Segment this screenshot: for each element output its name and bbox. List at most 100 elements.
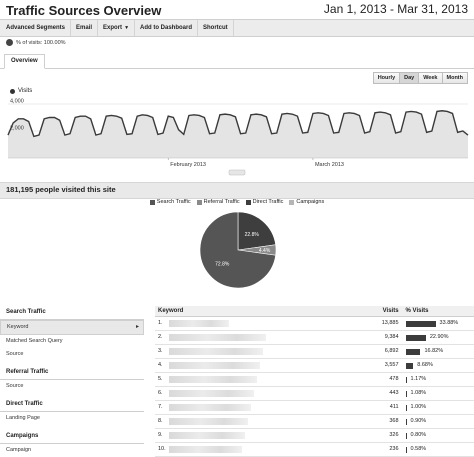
visits-cell: 478 — [389, 376, 399, 382]
keyword-cell[interactable]: 7. — [155, 401, 361, 414]
table-row[interactable]: 10. 236 0.58% — [155, 443, 474, 457]
x-tick-label: March 2013 — [315, 162, 344, 168]
sidebar-item-keyword[interactable]: Keyword — [0, 320, 144, 335]
redacted-keyword — [169, 418, 248, 425]
legend-swatch — [196, 199, 202, 205]
visits-cell: 411 — [389, 404, 399, 410]
pct-value: 0.90% — [410, 418, 427, 424]
sidebar-item-source[interactable]: Source — [6, 351, 24, 357]
redacted-keyword — [169, 362, 260, 369]
shortcut-button[interactable]: Shortcut — [198, 20, 234, 36]
granularity-week-button[interactable]: Week — [418, 72, 443, 84]
redacted-keyword — [169, 446, 242, 453]
pct-bar — [405, 376, 407, 383]
pct-bar — [405, 418, 407, 425]
table-row[interactable]: 3. 6,892 16.82% — [155, 345, 474, 359]
tab-overview[interactable]: Overview — [4, 54, 45, 69]
visits-cell: 6,892 — [384, 348, 399, 354]
granularity-day-button[interactable]: Day — [399, 72, 420, 84]
pie-slice-label: 4.4% — [259, 248, 271, 254]
pie-legend-item[interactable]: Campaigns — [289, 199, 324, 205]
table-row[interactable]: 5. 478 1.17% — [155, 373, 474, 387]
export-label: Export — [103, 25, 123, 31]
export-button[interactable]: Export ▼ — [98, 20, 136, 36]
keyword-cell[interactable]: 4. — [155, 359, 361, 372]
column-header-pct-visits[interactable]: % Visits — [405, 308, 429, 314]
sidebar-item-landing-page[interactable]: Landing Page — [6, 415, 40, 421]
table-row[interactable]: 8. 368 0.90% — [155, 415, 474, 429]
summary-bar: 181,195 people visited this site — [0, 182, 474, 199]
pct-visits-cell: 1.17% — [402, 373, 474, 386]
table-row[interactable]: 4. 3,557 8.68% — [155, 359, 474, 373]
pie-legend-item[interactable]: Direct Traffic — [245, 199, 283, 205]
chart-legend-visits[interactable]: Visits — [10, 88, 32, 94]
row-rank: 4. — [158, 362, 163, 368]
keyword-cell[interactable]: 1. — [155, 317, 361, 330]
series-label: Visits — [18, 88, 33, 94]
page-title: Traffic Sources Overview — [6, 3, 162, 18]
pie-legend-item[interactable]: Search Traffic — [149, 199, 191, 205]
pie-legend-item[interactable]: Referral Traffic — [196, 199, 240, 205]
visitors-summary: 181,195 people visited this site — [6, 185, 116, 194]
pct-bar — [405, 390, 407, 397]
sidebar-section-title: Direct Traffic — [0, 398, 144, 412]
toolbar: Advanced Segments Email Export ▼ Add to D… — [0, 19, 474, 37]
keyword-cell[interactable]: 10. — [155, 443, 361, 456]
series-dot-icon — [10, 88, 15, 94]
pie-slice-label: 72.8% — [215, 262, 230, 268]
visits-line-chart[interactable]: 4,000 2,000 February 2013 March 2013 — [0, 96, 474, 180]
table-row[interactable]: 6. 443 1.08% — [155, 387, 474, 401]
segment-pie-icon — [6, 39, 13, 46]
column-header-visits[interactable]: Visits — [382, 308, 399, 314]
traffic-pie-chart[interactable]: 22.8% 4.4% 72.8% — [198, 210, 278, 290]
pie-slice-label: 22.8% — [245, 232, 260, 238]
granularity-month-button[interactable]: Month — [441, 72, 468, 84]
row-rank: 6. — [158, 390, 163, 396]
redacted-keyword — [169, 390, 254, 397]
segment-label: % of visits: 100.00% — [16, 39, 66, 46]
table-row[interactable]: 2. 9,384 22.90% — [155, 331, 474, 345]
row-rank: 7. — [158, 404, 163, 410]
keyword-cell[interactable]: 2. — [155, 331, 361, 344]
keyword-cell[interactable]: 5. — [155, 373, 361, 386]
pct-bar — [405, 404, 407, 411]
sidebar-item-matched-search-query[interactable]: Matched Search Query — [6, 338, 63, 344]
row-rank: 2. — [158, 334, 163, 340]
x-tick-label: February 2013 — [170, 162, 206, 168]
row-rank: 9. — [158, 432, 163, 438]
legend-swatch — [289, 199, 295, 205]
keyword-cell[interactable]: 3. — [155, 345, 361, 358]
add-to-dashboard-button[interactable]: Add to Dashboard — [135, 20, 199, 36]
table-row[interactable]: 1. 13,885 33.88% — [155, 317, 474, 331]
redacted-keyword — [169, 334, 266, 341]
table-row[interactable]: 9. 326 0.80% — [155, 429, 474, 443]
redacted-keyword — [169, 348, 263, 355]
segment-indicator[interactable]: % of visits: 100.00% — [6, 39, 66, 46]
table-header: Keyword Visits % Visits — [155, 306, 474, 317]
keyword-cell[interactable]: 9. — [155, 429, 361, 442]
pct-visits-cell: 22.90% — [402, 331, 474, 344]
column-header-keyword[interactable]: Keyword — [158, 308, 184, 314]
date-range-picker[interactable]: Jan 1, 2013 - Mar 31, 2013 — [323, 2, 468, 16]
row-rank: 5. — [158, 376, 163, 382]
granularity-switcher: Hourly Day Week Month — [372, 72, 468, 84]
pct-value: 1.08% — [410, 390, 427, 396]
pie-slice[interactable] — [199, 211, 276, 289]
visits-cell: 326 — [389, 432, 399, 438]
row-rank: 10. — [158, 446, 166, 452]
visits-cell: 368 — [389, 418, 399, 424]
advanced-segments-button[interactable]: Advanced Segments — [0, 20, 72, 36]
keyword-cell[interactable]: 6. — [155, 387, 361, 400]
chart-resize-handle[interactable] — [228, 169, 246, 176]
table-row[interactable]: 7. 411 1.00% — [155, 401, 474, 415]
email-button[interactable]: Email — [71, 20, 99, 36]
keyword-cell[interactable]: 8. — [155, 415, 361, 428]
y-tick-label: 4,000 — [10, 99, 24, 105]
redacted-keyword — [169, 320, 229, 327]
sidebar-item-source[interactable]: Source — [6, 383, 24, 389]
redacted-keyword — [169, 404, 251, 411]
granularity-hourly-button[interactable]: Hourly — [372, 72, 401, 84]
pct-value: 8.68% — [417, 362, 433, 368]
pie-slice[interactable] — [237, 211, 276, 251]
sidebar-item-campaign[interactable]: Campaign — [6, 447, 32, 453]
